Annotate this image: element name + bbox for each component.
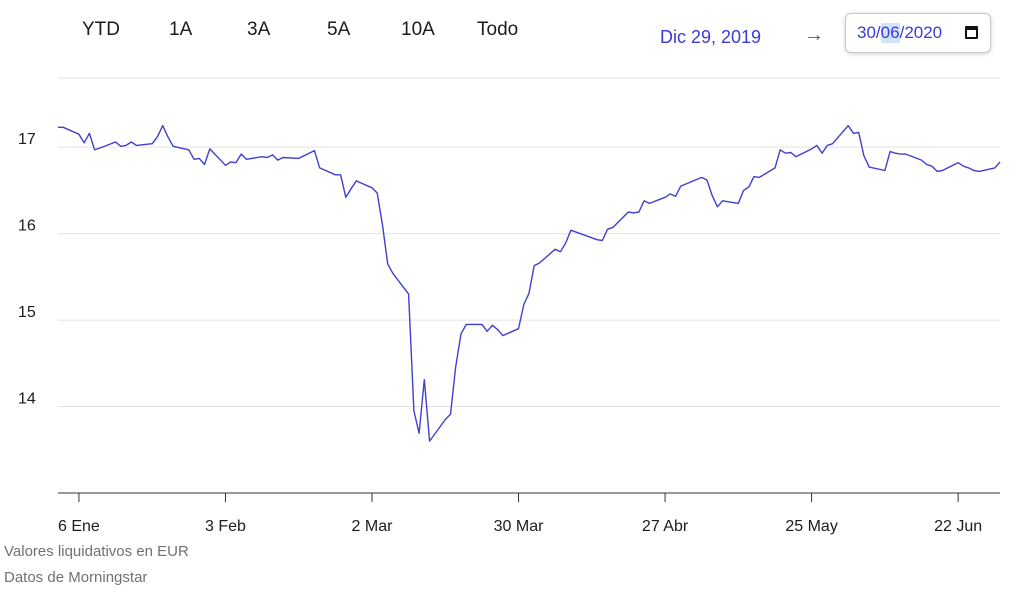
nav-line-chart: 14 15 16 17 6 Ene 3 Feb 2 Mar 30 Mar 27 Abr 25 M… bbox=[18, 77, 1001, 535]
grid-lines bbox=[58, 77, 1000, 408]
x-tick-label: 30 Mar bbox=[494, 518, 544, 535]
range-button-todo[interactable]: Todo bbox=[477, 19, 519, 40]
x-tick-label: 25 May bbox=[785, 518, 837, 535]
range-button-5a[interactable]: 5A bbox=[327, 19, 351, 40]
source-note: Datos de Morningstar bbox=[4, 569, 148, 586]
date-to-day[interactable]: 30 bbox=[857, 23, 876, 42]
date-to-input[interactable]: 30/06/2020 bbox=[845, 13, 991, 53]
date-separator: / bbox=[875, 23, 881, 42]
y-axis-ticks: 14 15 16 17 bbox=[18, 131, 36, 407]
x-tick-label: 6 Ene bbox=[58, 518, 100, 535]
x-tick-label: 27 Abr bbox=[642, 518, 689, 535]
series-line bbox=[58, 124, 1001, 442]
range-button-ytd[interactable]: YTD bbox=[82, 19, 120, 40]
x-tick-label: 2 Mar bbox=[352, 518, 394, 535]
currency-note: Valores liquidativos en EUR bbox=[4, 543, 189, 560]
range-button-3a[interactable]: 3A bbox=[247, 19, 271, 40]
range-button-1a[interactable]: 1A bbox=[169, 19, 193, 40]
date-from-field[interactable]: Dic 29, 2019 bbox=[660, 27, 762, 47]
x-tick-label: 22 Jun bbox=[934, 518, 982, 535]
arrow-right-icon: → bbox=[804, 24, 824, 46]
y-tick-label: 14 bbox=[18, 391, 36, 408]
range-button-10a[interactable]: 10A bbox=[401, 19, 435, 40]
date-to-month[interactable]: 06 bbox=[880, 23, 900, 43]
date-separator: / bbox=[899, 23, 905, 42]
calendar-icon[interactable] bbox=[965, 26, 978, 39]
x-tick-label: 3 Feb bbox=[205, 518, 246, 535]
y-tick-label: 17 bbox=[18, 131, 36, 148]
y-tick-label: 15 bbox=[18, 304, 36, 321]
date-to-year[interactable]: 2020 bbox=[904, 23, 943, 42]
x-axis-ticks: 6 Ene 3 Feb 2 Mar 30 Mar 27 Abr 25 May 22 Jun bbox=[58, 492, 1000, 535]
y-tick-label: 16 bbox=[18, 218, 36, 235]
